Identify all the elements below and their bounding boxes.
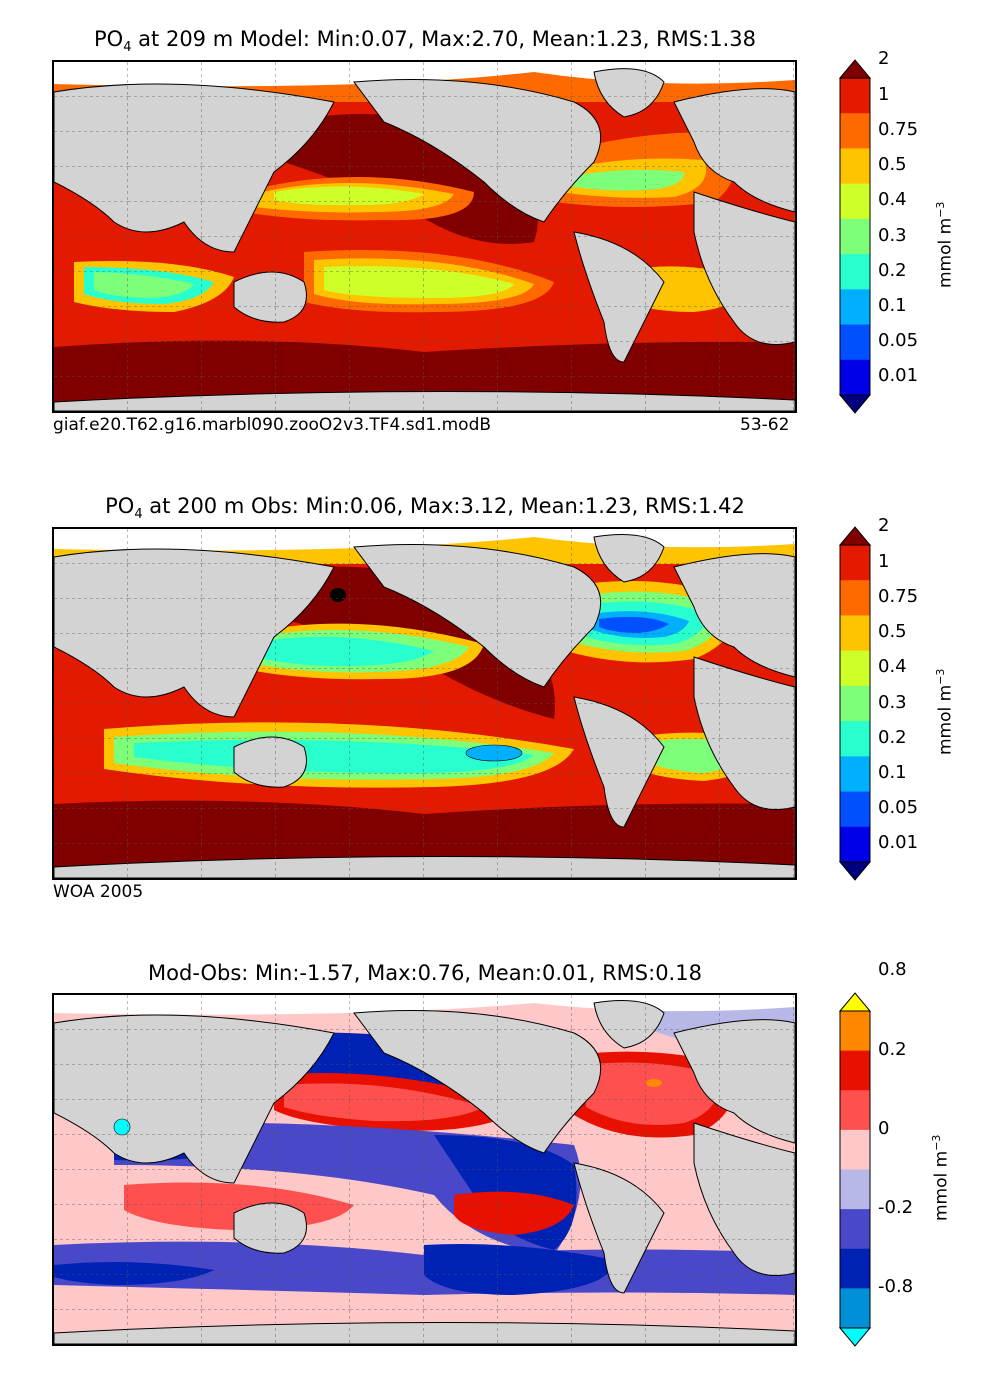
colorbar-frame [839,77,871,396]
diff-panel-title: Mod-Obs: Min:-1.57, Max:0.76, Mean:0.01,… [148,961,702,985]
colorbar-swatch [840,289,870,326]
obs-source-label: WOA 2005 [53,882,144,902]
model-colorbar-unit: mmol m−3 [934,201,956,288]
colorbar-swatch [840,254,870,290]
colorbar-tick-label: -0.2 [878,1197,914,1219]
diff-map [52,993,797,1346]
colorbar-swatch [840,359,870,396]
colorbar-swatch [840,183,870,220]
model-colorbar [838,59,872,414]
colorbar-swatch [840,826,870,863]
colorbar-swatch [840,791,870,828]
colorbar-swatch [840,1050,870,1091]
colorbar-tick-label: 0.8 [878,959,907,981]
colorbar-swatch [840,685,870,722]
colorbar-swatch [840,1209,870,1250]
diff-colorbar-unit: mmol m−3 [930,1134,952,1221]
colorbar-tick-label: 1 [878,83,890,105]
colorbar-swatch [840,650,870,687]
colorbar-tick-label: 0.05 [878,797,919,819]
model-years-label: 53-62 [740,415,790,435]
colorbar-swatch [840,721,870,757]
colorbar-tick-label: 0.75 [878,118,919,140]
colorbar-swatch [840,756,870,793]
colorbar-extend-max [838,59,872,79]
colorbar-tick-label: 0.4 [878,189,907,211]
colorbar-extend-min [838,394,872,414]
colorbar-tick-label: 0.1 [878,294,907,316]
colorbar-swatch [840,1288,870,1329]
colorbar-tick-label: 0.01 [878,832,919,854]
colorbar-tick-label: -0.8 [878,1276,914,1298]
model-map [52,60,797,413]
colorbar-tick-label: 2 [878,48,890,70]
obs-colorbar-unit: mmol m−3 [934,668,956,755]
colorbar-tick-label: 0.3 [878,691,907,713]
colorbar-frame [839,544,871,863]
colorbar-frame [839,1010,871,1329]
colorbar-swatch [840,78,870,114]
colorbar-swatch [840,113,870,149]
obs-map [52,527,797,880]
colorbar-tick-label: 0.4 [878,656,907,678]
colorbar-extend-min [838,1327,872,1347]
colorbar-extend-max [838,992,872,1012]
model-panel-title: PO4 at 209 m Model: Min:0.07, Max:2.70, … [94,27,756,56]
colorbar-tick-label: 0.5 [878,154,907,176]
colorbar-extend-min [838,861,872,881]
colorbar-swatch [840,580,870,616]
colorbar-extend-max [838,526,872,546]
obs-panel-title: PO4 at 200 m Obs: Min:0.06, Max:3.12, Me… [105,494,745,523]
colorbar-tick-label: 0.3 [878,224,907,246]
colorbar-tick-label: 2 [878,515,890,537]
colorbar-swatch [840,1169,870,1210]
model-experiment-label: giaf.e20.T62.g16.marbl090.zooO2v3.TF4.sd… [53,415,492,435]
colorbar-tick-label: 0.05 [878,330,919,352]
colorbar-tick-label: 1 [878,550,890,572]
colorbar-swatch [840,148,870,185]
colorbar-swatch [840,615,870,652]
colorbar-tick-label: 0.2 [878,726,907,748]
colorbar-swatch [840,1129,870,1170]
diff-colorbar [838,992,872,1347]
colorbar-swatch [840,1011,870,1052]
obs-colorbar [838,526,872,881]
colorbar-tick-label: 0.01 [878,365,919,387]
colorbar-swatch [840,324,870,361]
colorbar-swatch [840,545,870,581]
colorbar-swatch [840,1248,870,1289]
colorbar-tick-label: 0 [878,1117,890,1139]
colorbar-swatch [840,1090,870,1131]
colorbar-tick-label: 0.1 [878,761,907,783]
colorbar-tick-label: 0.2 [878,1038,907,1060]
colorbar-tick-label: 0.75 [878,585,919,607]
colorbar-swatch [840,218,870,255]
colorbar-tick-label: 0.5 [878,621,907,643]
colorbar-tick-label: 0.2 [878,259,907,281]
